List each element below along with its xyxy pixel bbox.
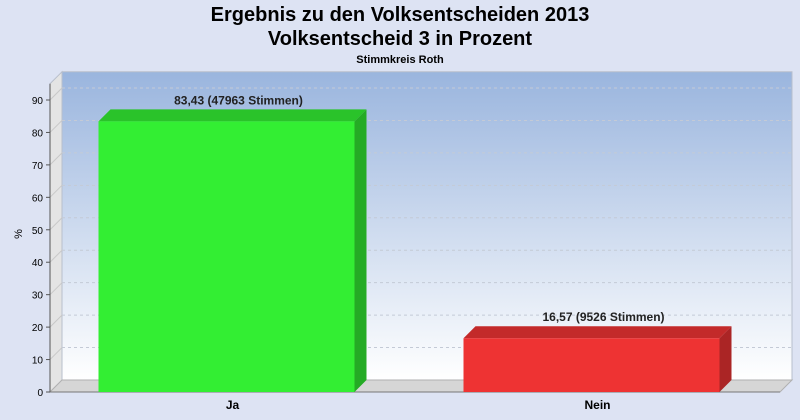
x-tick-label: Nein [584, 398, 610, 412]
chart-subtitle: Stimmkreis Roth [356, 54, 444, 66]
data-label: 16,57 (9526 Stimmen) [542, 310, 664, 324]
bar-front [463, 338, 720, 392]
plot-side-wall [49, 70, 63, 394]
bar-top [98, 109, 367, 122]
bar-side [719, 326, 732, 392]
y-tick-label: 30 [32, 291, 44, 302]
x-tick-label: Ja [226, 398, 240, 412]
y-tick-label: 20 [32, 323, 44, 334]
bar-front [98, 121, 355, 392]
y-tick-label: 0 [37, 388, 43, 399]
gridline-side [49, 184, 63, 198]
bar-ja [98, 109, 367, 392]
gridline-side [49, 249, 63, 263]
y-tick-label: 80 [32, 128, 44, 139]
y-tick-label: 70 [32, 161, 44, 172]
gridline-side [49, 87, 63, 101]
gridline-side [49, 217, 63, 231]
y-tick-label: 90 [32, 96, 44, 107]
bar-nein [463, 326, 732, 392]
y-tick-label: 10 [32, 356, 44, 367]
data-label: 83,43 (47963 Stimmen) [174, 93, 303, 107]
y-tick-label: 60 [32, 193, 44, 204]
y-tick-label: 50 [32, 226, 44, 237]
chart-title-line2: Volksentscheid 3 in Prozent [267, 28, 533, 50]
bar-top [463, 326, 732, 339]
y-tick-label: 40 [32, 258, 44, 269]
bar-side [354, 109, 367, 392]
chart-title-line1: Ergebnis zu den Volksentscheiden 2013 [210, 4, 590, 26]
gridline-side [49, 347, 63, 360]
gridline-side [49, 314, 63, 328]
gridline-side [49, 120, 63, 133]
gridline-side [49, 282, 63, 296]
gridline-side [49, 152, 63, 166]
y-axis-label: % [13, 229, 25, 239]
